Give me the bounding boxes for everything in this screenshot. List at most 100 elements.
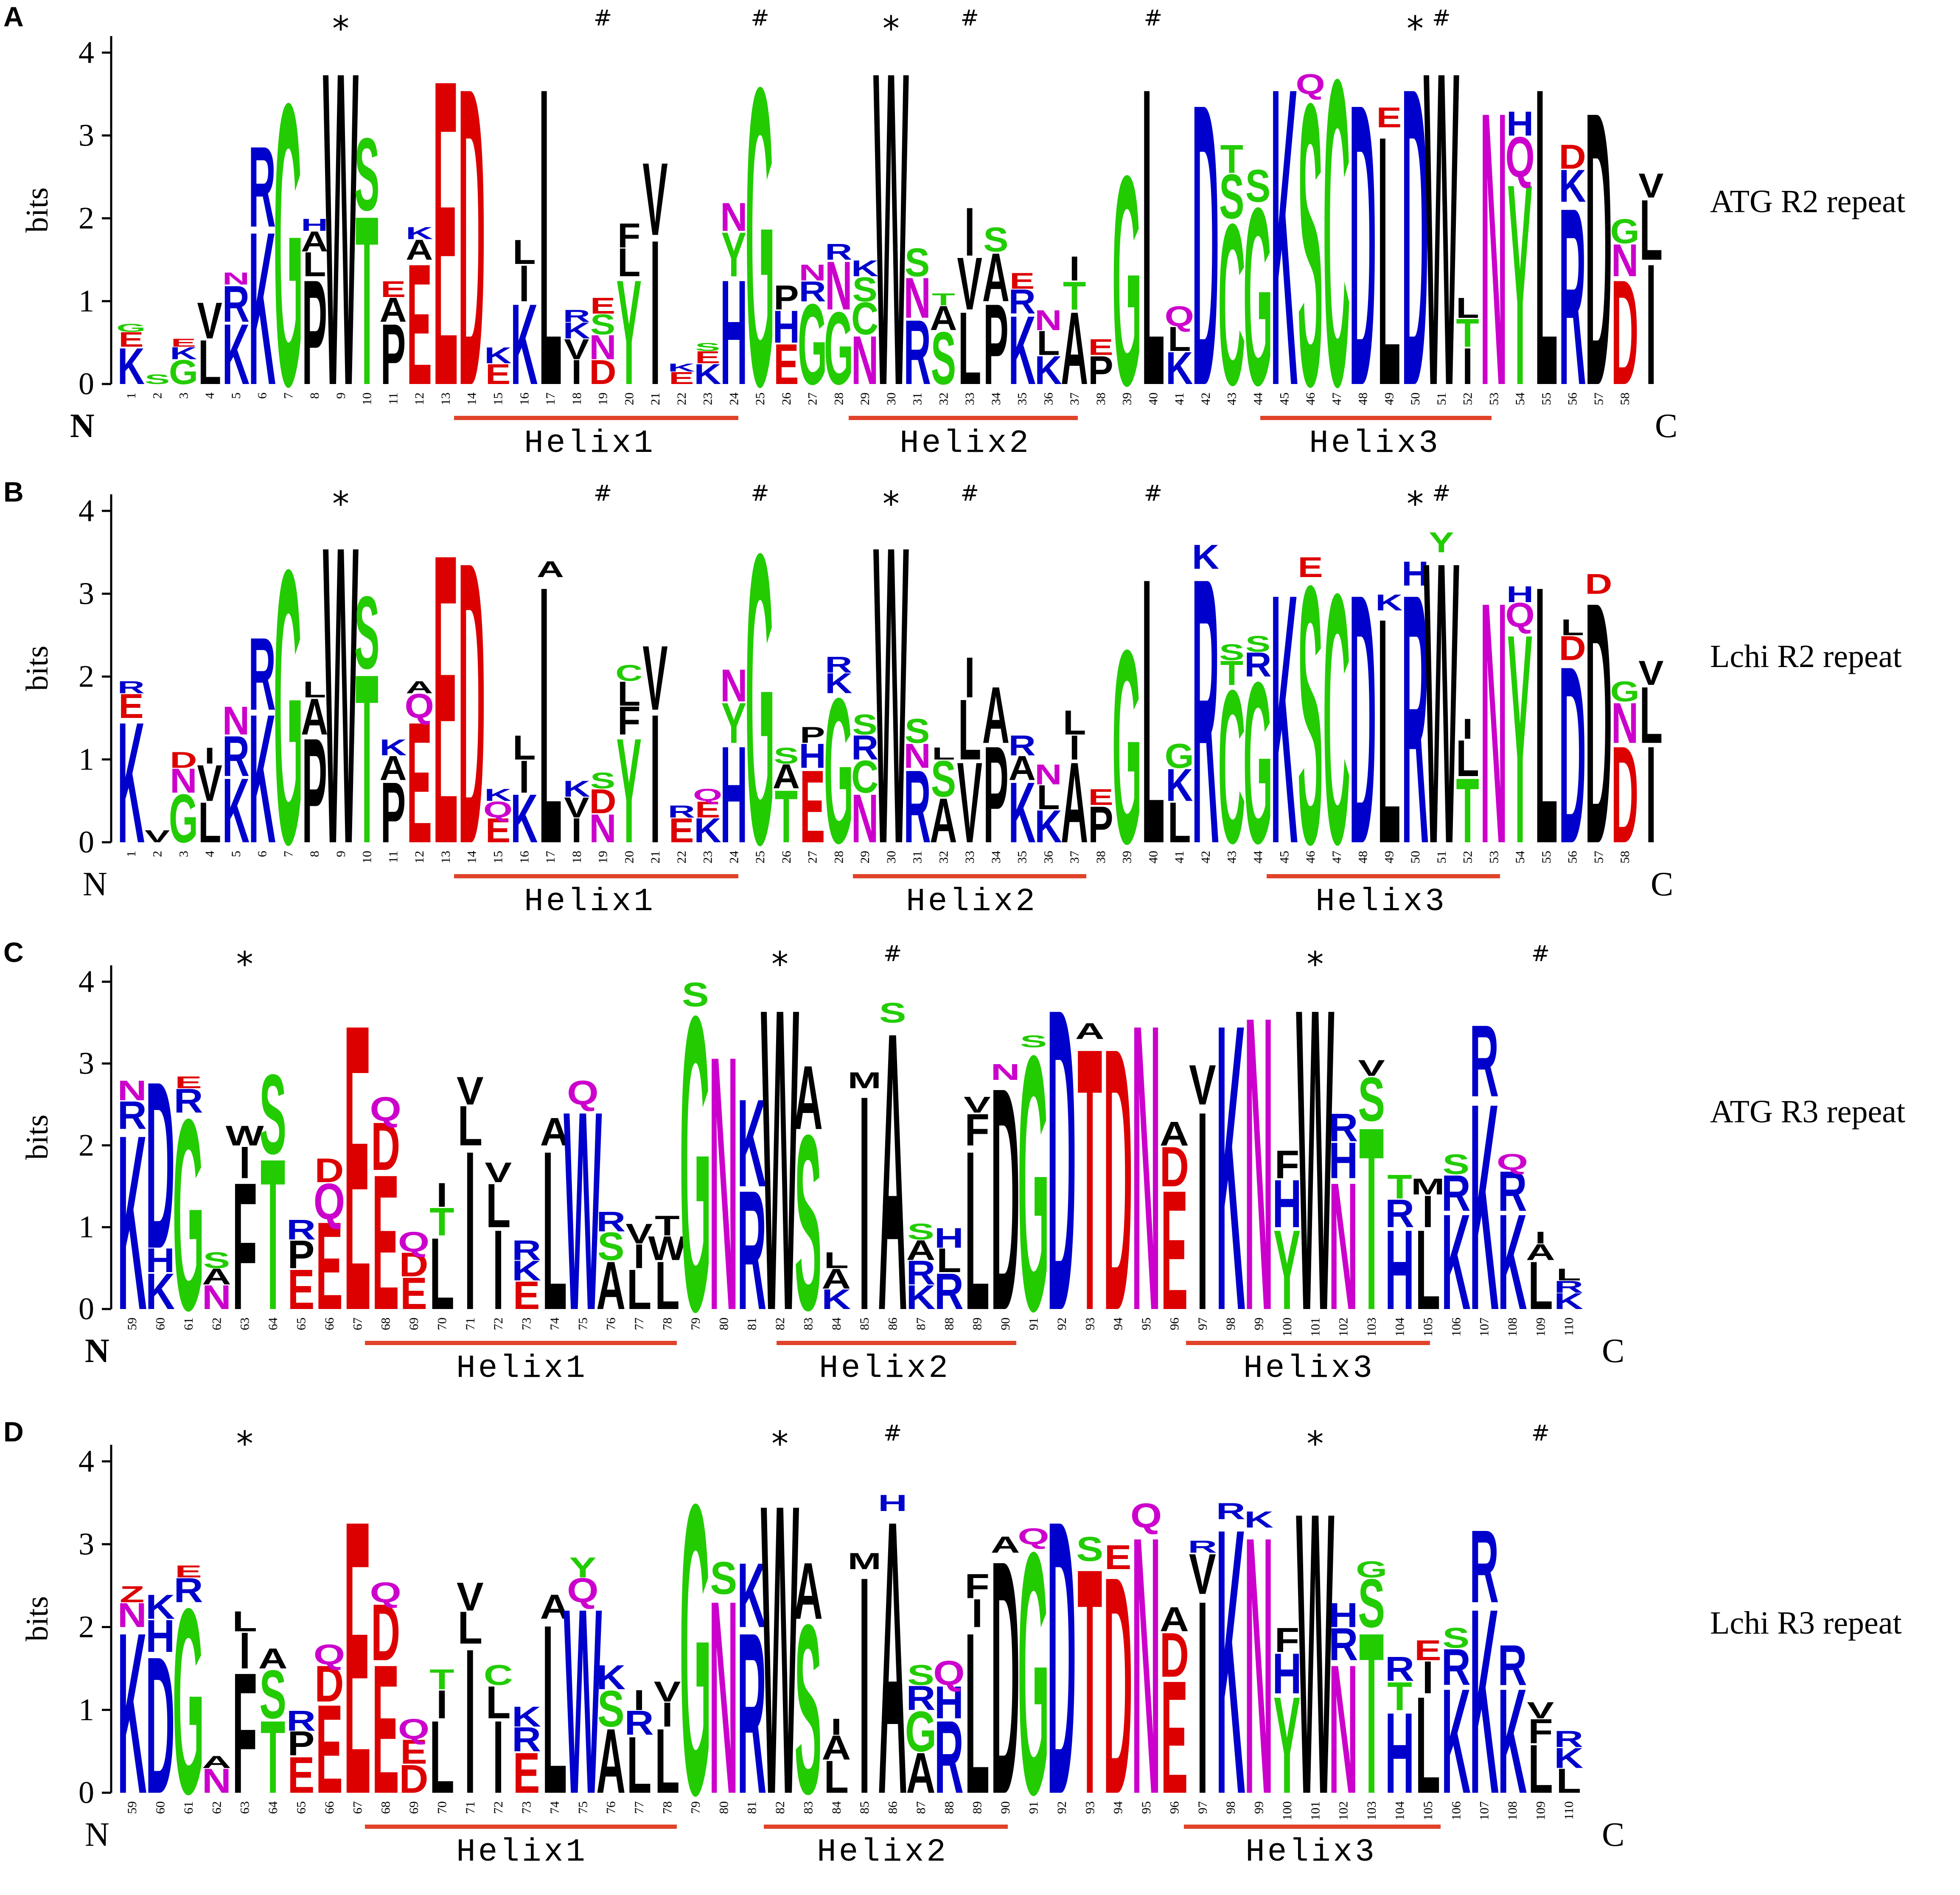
position-label: 11 <box>386 851 400 863</box>
logo-letter: A <box>1526 1240 1555 1265</box>
position-label: 73 <box>520 1801 534 1814</box>
logo-letter: G <box>1243 634 1273 891</box>
logo-letter: D <box>589 782 616 821</box>
position-label: 99 <box>1252 1318 1266 1330</box>
position-label: 28 <box>832 851 846 863</box>
logo-letter: N <box>709 981 738 1387</box>
logo-letter: L <box>542 1104 567 1358</box>
position-label: 5 <box>229 392 243 399</box>
logo-letter: L <box>429 1217 454 1331</box>
position-label: 34 <box>989 392 1003 405</box>
logo-letter: K <box>406 223 433 243</box>
logo-letter: H <box>934 1222 964 1254</box>
c-terminus-label: C <box>1602 1816 1624 1853</box>
panel-letter: D <box>3 1416 24 1447</box>
logo-letter: Q <box>933 1654 965 1693</box>
logo-letter: I <box>519 751 530 803</box>
c-terminus-label: C <box>1602 1332 1624 1370</box>
logo-letter: Q <box>693 785 722 805</box>
logo-letter: H <box>878 1491 907 1516</box>
position-label: 31 <box>911 851 925 863</box>
logo-letter: S <box>354 116 379 232</box>
logo-letter: Q <box>1295 68 1325 100</box>
position-label: 17 <box>544 392 558 405</box>
logo-letter: L <box>1535 0 1558 474</box>
logo-letter: S <box>1442 1622 1469 1654</box>
position-label: 76 <box>604 1801 618 1814</box>
hash-mark: # <box>1531 941 1550 967</box>
repeat-label: ATG R3 repeat <box>1710 1094 1905 1130</box>
logo-letter: L <box>958 290 981 406</box>
logo-letter: I <box>971 1591 983 1636</box>
logo-letter: G <box>798 280 827 409</box>
logo-letter: P <box>302 249 327 416</box>
logo-letter: N <box>118 1075 147 1107</box>
position-label: 104 <box>1393 1801 1407 1820</box>
logo-letter: T <box>1456 311 1479 356</box>
position-label: 7 <box>281 851 295 857</box>
logo-letter: D <box>1559 138 1586 177</box>
logo-letter: Q <box>567 1074 598 1112</box>
logo-letter: V <box>1638 167 1663 205</box>
position-label: 4 <box>203 851 217 857</box>
logo-letter: F <box>1275 1142 1299 1187</box>
logo-letter: K <box>1166 343 1193 394</box>
logo-letter: Q <box>398 1226 429 1258</box>
logo-letter: K <box>379 734 407 760</box>
logo-letter: R <box>1441 1639 1471 1696</box>
logo-letter: L <box>1377 551 1400 911</box>
logo-letter: A <box>794 1047 823 1149</box>
logo-letter: I <box>634 1237 645 1275</box>
y-tick-label: 2 <box>79 201 94 236</box>
logo-letter: S <box>203 1248 230 1273</box>
logo-letter: L <box>198 327 221 398</box>
position-label: 24 <box>727 851 741 863</box>
logo-letter: S <box>931 317 956 400</box>
logo-letter: M <box>1411 1174 1445 1199</box>
helix-label: Helix3 <box>1243 1350 1375 1387</box>
helix-label: Helix3 <box>1245 1834 1377 1870</box>
position-label: 82 <box>773 1318 787 1330</box>
logo-letter: E <box>513 1741 540 1805</box>
logo-letter: I <box>859 1032 870 1375</box>
logo-letter: V <box>642 141 667 257</box>
logo-letter: N <box>851 779 878 857</box>
logo-letter: E <box>1161 1155 1188 1346</box>
logo-letter: R <box>1559 155 1586 438</box>
logo-letter: C <box>484 1659 513 1691</box>
position-label: 22 <box>675 851 689 863</box>
logo-letter: C <box>1323 519 1350 918</box>
logo-letter: L <box>1063 704 1086 743</box>
logo-letter: L <box>1535 509 1558 920</box>
logo-letter: D <box>1160 1135 1189 1199</box>
position-label: 40 <box>1146 392 1160 405</box>
logo-letter: A <box>202 1752 231 1772</box>
position-label: 70 <box>435 1318 449 1330</box>
position-label: 92 <box>1055 1801 1069 1814</box>
position-label: 54 <box>1513 851 1527 863</box>
logo-letter: Y <box>617 707 642 875</box>
logo-letter: R <box>286 1214 316 1246</box>
position-label: 104 <box>1393 1318 1407 1337</box>
logo-letter: R <box>737 1584 766 1842</box>
logo-letter: N <box>851 321 878 398</box>
logo-letter: V <box>485 1157 512 1189</box>
logo-letter: Q <box>405 687 434 726</box>
position-label: 46 <box>1304 851 1318 863</box>
logo-letter: E <box>344 939 371 1396</box>
logo-letter: R <box>906 1253 935 1292</box>
logo-letter: P <box>800 722 825 748</box>
logo-letter: D <box>1047 919 1076 1401</box>
logo-letter: H <box>1506 581 1534 607</box>
position-label: 106 <box>1449 1318 1463 1337</box>
logo-letter: L <box>1640 670 1663 760</box>
position-label: 14 <box>465 851 479 863</box>
helix-bar <box>365 1825 677 1829</box>
position-label: 10 <box>360 851 374 863</box>
logo-letter: K <box>1009 765 1036 861</box>
position-label: 103 <box>1365 1801 1379 1820</box>
position-label: 12 <box>412 851 426 863</box>
position-label: 80 <box>717 1318 731 1330</box>
logo-letter: S <box>907 1219 934 1244</box>
